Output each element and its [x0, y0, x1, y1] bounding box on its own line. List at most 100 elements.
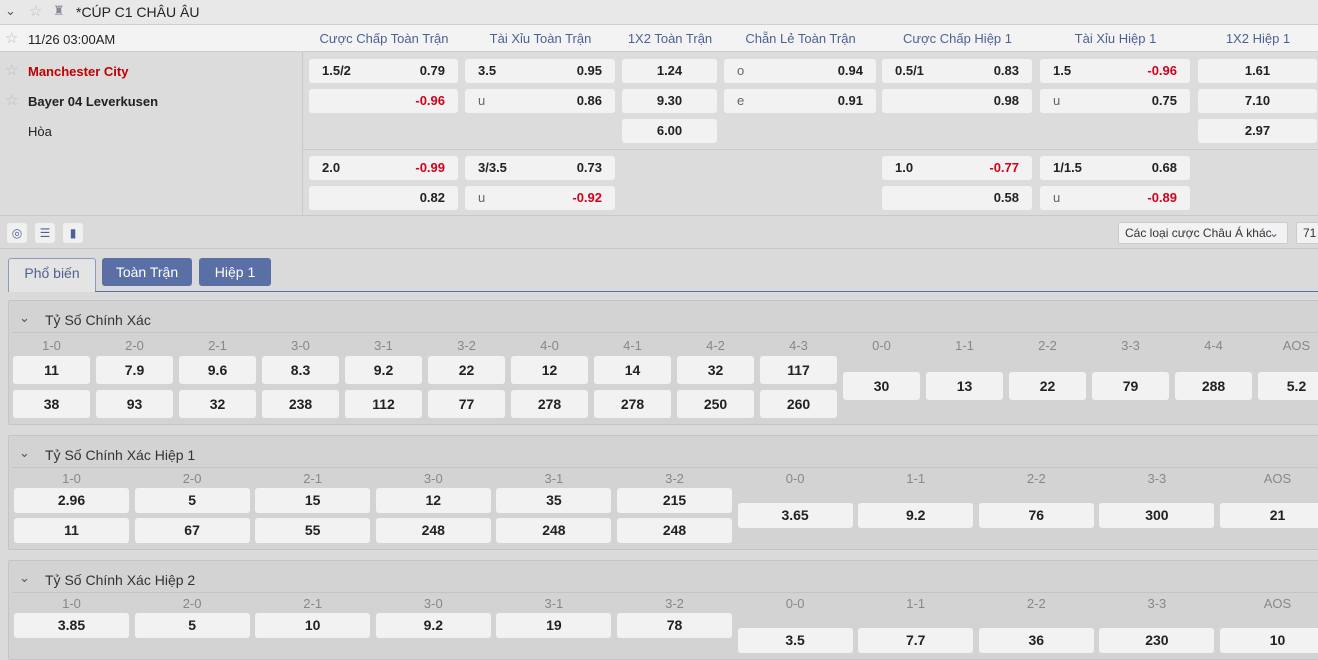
score-odds-draw[interactable]: 7.7 — [858, 628, 974, 653]
list-icon[interactable]: ☰ — [35, 223, 55, 243]
score-odds-home[interactable]: 3.85 — [14, 613, 129, 638]
score-odds-away[interactable]: 278 — [594, 390, 671, 418]
score-odds-draw[interactable]: 22 — [1009, 372, 1086, 400]
score-odds-home[interactable]: 15 — [255, 488, 371, 513]
away-team[interactable]: Bayer 04 Leverkusen — [28, 94, 159, 109]
odds-cell[interactable]: 1.5/2 0.79 — [309, 59, 458, 83]
odds-cell[interactable]: -0.96 — [309, 89, 458, 113]
score-odds-draw[interactable]: 288 — [1175, 372, 1252, 400]
score-odds-home[interactable]: 215 — [617, 488, 732, 513]
more-bets-count[interactable]: 71 — [1296, 222, 1318, 244]
odds-cell[interactable]: u 0.86 — [465, 89, 615, 113]
score-odds-away[interactable]: 248 — [375, 518, 491, 543]
score-odds-away[interactable]: 32 — [179, 390, 256, 418]
odds-cell[interactable]: u -0.89 — [1040, 186, 1190, 210]
odds-cell[interactable]: 1.61 — [1198, 59, 1317, 83]
chevron-down-icon[interactable]: ⌄ — [5, 3, 16, 18]
score-odds-home[interactable]: 11 — [13, 356, 90, 384]
favorite-star-icon[interactable]: ☆ — [29, 3, 43, 20]
score-odds-draw[interactable]: 13 — [926, 372, 1003, 400]
score-odds-home[interactable]: 5 — [134, 488, 250, 513]
score-odds-draw[interactable]: 36 — [978, 628, 1094, 653]
odds-cell[interactable]: e 0.91 — [724, 89, 876, 113]
odds-cell[interactable]: 2.97 — [1198, 119, 1317, 143]
bet-type-dropdown[interactable]: Các loại cược Châu Á khác ⌄ — [1118, 222, 1288, 244]
favorite-star-icon[interactable]: ☆ — [5, 92, 19, 109]
score-odds-home[interactable]: 12 — [511, 356, 588, 384]
score-odds-draw[interactable]: 79 — [1092, 372, 1169, 400]
score-odds-home[interactable]: 32 — [677, 356, 754, 384]
score-odds-home[interactable]: 9.2 — [345, 356, 422, 384]
score-odds-home[interactable]: 117 — [760, 356, 837, 384]
odds-cell[interactable]: u -0.92 — [465, 186, 615, 210]
score-odds-away[interactable]: 93 — [96, 390, 173, 418]
score-odds-draw[interactable]: 10 — [1220, 628, 1318, 653]
score-odds-away[interactable]: 260 — [760, 390, 837, 418]
score-odds-home[interactable]: 10 — [255, 613, 371, 638]
score-odds-home[interactable]: 19 — [496, 613, 612, 638]
odds-cell[interactable]: 1.5 -0.96 — [1040, 59, 1190, 83]
odds-cell[interactable]: 3/3.5 0.73 — [465, 156, 615, 180]
league-header[interactable]: ⌄ ☆ ♜ *CÚP C1 CHÂU ÂU — [0, 0, 1318, 25]
odds-cell[interactable]: 1.24 — [622, 59, 717, 83]
odds-cell[interactable]: 2.0 -0.99 — [309, 156, 458, 180]
favorite-star-icon[interactable]: ☆ — [5, 30, 19, 47]
chevron-down-icon[interactable]: ⌄ — [19, 310, 30, 325]
section-title[interactable]: Tỷ Số Chính Xác Hiệp 2 — [45, 572, 196, 588]
score-odds-away[interactable]: 67 — [134, 518, 250, 543]
score-odds-away[interactable]: 55 — [255, 518, 371, 543]
odds-cell[interactable]: u 0.75 — [1040, 89, 1190, 113]
score-odds-home[interactable]: 5 — [134, 613, 250, 638]
tab-first-half[interactable]: Hiệp 1 — [199, 258, 271, 286]
score-odds-home[interactable]: 35 — [496, 488, 612, 513]
score-odds-home[interactable]: 9.2 — [375, 613, 491, 638]
score-odds-draw[interactable]: 5.2 — [1258, 372, 1318, 400]
score-odds-home[interactable]: 2.96 — [14, 488, 129, 513]
odds-cell[interactable]: 0.58 — [882, 186, 1032, 210]
tab-popular[interactable]: Phổ biến — [8, 258, 96, 292]
chevron-down-icon[interactable]: ⌄ — [19, 445, 30, 460]
score-odds-away[interactable]: 250 — [677, 390, 754, 418]
score-odds-home[interactable]: 9.6 — [179, 356, 256, 384]
score-odds-away[interactable]: 248 — [496, 518, 612, 543]
odds-cell[interactable]: 7.10 — [1198, 89, 1317, 113]
score-odds-draw[interactable]: 3.65 — [737, 503, 853, 528]
score-odds-away[interactable]: 238 — [262, 390, 339, 418]
odds-cell[interactable]: 0.98 — [882, 89, 1032, 113]
section-title[interactable]: Tỷ Số Chính Xác Hiệp 1 — [45, 447, 196, 463]
mascot-icon[interactable]: ◎ — [7, 223, 27, 243]
score-odds-draw[interactable]: 300 — [1099, 503, 1215, 528]
favorite-star-icon[interactable]: ☆ — [5, 62, 19, 79]
odds-cell[interactable]: 3.5 0.95 — [465, 59, 615, 83]
score-odds-away[interactable]: 38 — [13, 390, 90, 418]
score-odds-home[interactable]: 12 — [375, 488, 491, 513]
score-odds-draw[interactable]: 9.2 — [858, 503, 974, 528]
odds-cell[interactable]: 1.0 -0.77 — [882, 156, 1032, 180]
score-odds-home[interactable]: 7.9 — [96, 356, 173, 384]
score-odds-draw[interactable]: 76 — [978, 503, 1094, 528]
score-odds-away[interactable]: 11 — [14, 518, 129, 543]
odds-cell[interactable]: 9.30 — [622, 89, 717, 113]
score-odds-home[interactable]: 14 — [594, 356, 671, 384]
score-odds-away[interactable]: 77 — [428, 390, 505, 418]
odds-cell[interactable]: 6.00 — [622, 119, 717, 143]
score-odds-draw[interactable]: 3.5 — [737, 628, 853, 653]
odds-cell[interactable]: 1/1.5 0.68 — [1040, 156, 1190, 180]
stats-chart-icon[interactable]: ▮ — [63, 223, 83, 243]
score-odds-away[interactable]: 248 — [617, 518, 732, 543]
score-odds-draw[interactable]: 21 — [1220, 503, 1318, 528]
score-odds-draw[interactable]: 230 — [1099, 628, 1215, 653]
section-title[interactable]: Tỷ Số Chính Xác — [45, 312, 151, 328]
odds-cell[interactable]: 0.82 — [309, 186, 458, 210]
tab-full-time[interactable]: Toàn Trận — [102, 258, 192, 286]
home-team[interactable]: Manchester City — [28, 64, 129, 79]
odds-cell[interactable]: 0.5/1 0.83 — [882, 59, 1032, 83]
score-odds-home[interactable]: 22 — [428, 356, 505, 384]
score-odds-away[interactable]: 112 — [345, 390, 422, 418]
odds-cell[interactable]: o 0.94 — [724, 59, 876, 83]
score-odds-away[interactable]: 278 — [511, 390, 588, 418]
score-odds-home[interactable]: 78 — [617, 613, 732, 638]
score-odds-home[interactable]: 8.3 — [262, 356, 339, 384]
chevron-down-icon[interactable]: ⌄ — [19, 570, 30, 585]
score-odds-draw[interactable]: 30 — [843, 372, 920, 400]
